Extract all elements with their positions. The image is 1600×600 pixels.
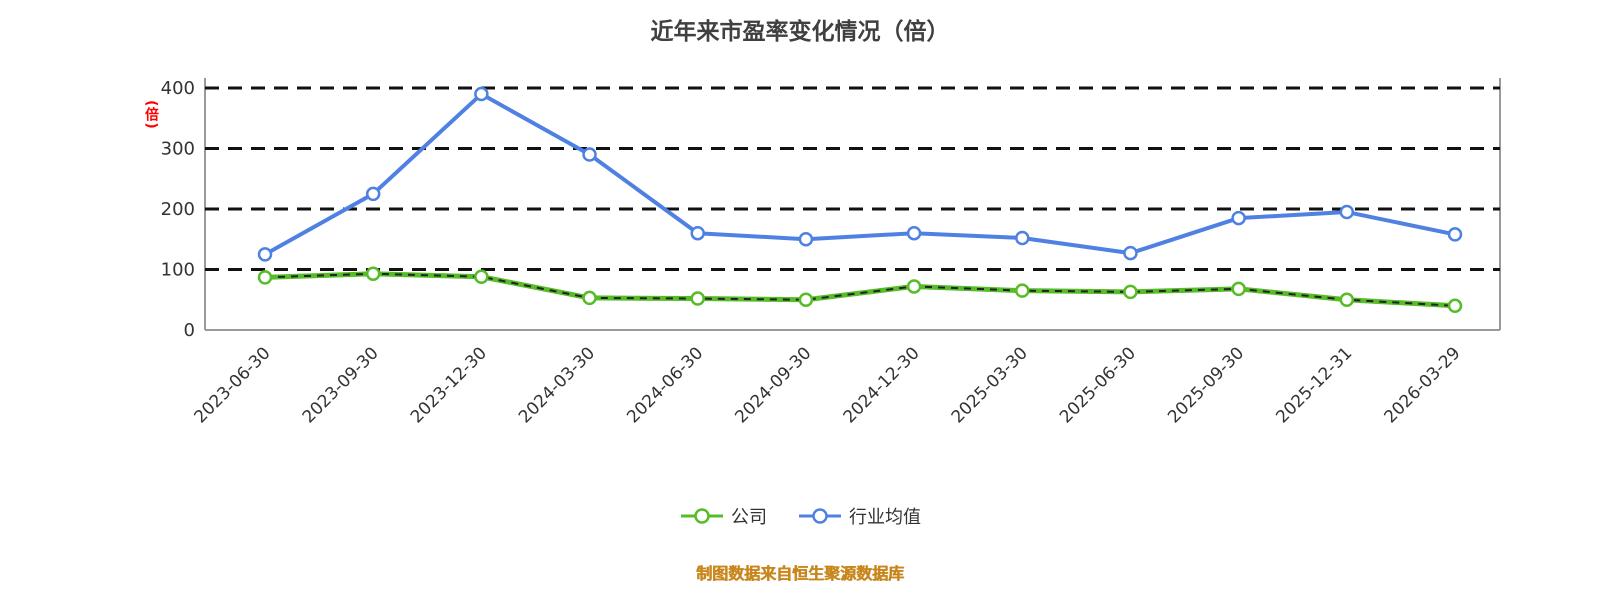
legend-marker-industry-icon xyxy=(799,508,841,524)
data-point-marker xyxy=(906,225,922,241)
legend-marker-company-icon xyxy=(681,508,723,524)
data-point-marker xyxy=(690,225,705,241)
data-point-marker xyxy=(690,291,705,306)
data-point-marker xyxy=(474,86,489,102)
series-line xyxy=(262,271,1458,309)
data-point-marker xyxy=(1231,281,1246,297)
data-point-marker xyxy=(1339,204,1355,220)
data-point-marker xyxy=(257,247,273,262)
data-point-marker xyxy=(582,147,597,162)
x-tick-label: 2025-09-30 xyxy=(1164,343,1248,427)
data-point-marker xyxy=(1123,245,1138,261)
data-point-marker xyxy=(1447,298,1463,314)
series-industry xyxy=(257,86,1463,262)
x-tick-label: 2024-03-30 xyxy=(515,343,599,427)
data-point-marker xyxy=(1015,283,1030,298)
x-tick-labels: 2023-06-30 2023-09-30 2023-12-30 2024-03-30… xyxy=(191,343,1465,427)
data-point-marker xyxy=(798,232,814,247)
y-tick-label: 0 xyxy=(184,320,195,341)
x-tick-label: 2024-09-30 xyxy=(731,343,815,427)
chart-title: 近年来市盈率变化情况（倍） xyxy=(650,19,950,45)
y-axis-label: (倍) xyxy=(143,100,159,130)
data-point-marker xyxy=(1447,227,1463,242)
data-point-marker xyxy=(582,290,597,306)
x-tick-label: 2023-12-30 xyxy=(407,343,491,427)
data-point-marker xyxy=(798,292,814,307)
series-line xyxy=(263,92,1457,257)
data-point-marker xyxy=(1231,210,1246,226)
data-point-marker xyxy=(1015,230,1030,246)
legend: 公司 行业均值 xyxy=(0,503,1600,529)
legend-item-industry[interactable]: 行业均值 xyxy=(797,503,921,529)
legend-label-company: 公司 xyxy=(731,507,767,528)
data-point-marker xyxy=(365,266,381,281)
x-tick-label: 2023-09-30 xyxy=(299,343,383,427)
x-tick-label: 2025-06-30 xyxy=(1056,343,1140,427)
x-tick-label: 2024-06-30 xyxy=(623,343,707,427)
series-dash-overlay xyxy=(264,272,1456,307)
x-tick-label: 2025-03-30 xyxy=(948,343,1032,427)
x-tick-label: 2024-12-30 xyxy=(840,343,924,427)
gridlines xyxy=(205,86,1500,271)
x-tick-label: 2026-03-29 xyxy=(1381,343,1465,427)
data-point-marker xyxy=(1339,292,1355,307)
y-tick-label: 100 xyxy=(161,260,195,281)
data-source-caption: 制图数据来自恒生聚源数据库 xyxy=(695,564,904,583)
y-tick-label: 400 xyxy=(161,78,195,99)
x-tick-label: 2023-06-30 xyxy=(191,343,275,427)
y-tick-labels: 0 100 200 300 400 xyxy=(161,78,195,341)
data-point-marker xyxy=(474,269,489,285)
y-tick-label: 200 xyxy=(161,199,195,220)
data-point-marker xyxy=(257,270,273,285)
series-company xyxy=(257,266,1463,314)
legend-label-industry: 行业均值 xyxy=(849,507,921,528)
line-chart-canvas: 0 100 200 300 400 2023-06-30 2023-09-30 2023-12… xyxy=(161,78,1501,427)
legend-item-company[interactable]: 公司 xyxy=(679,503,767,529)
data-point-marker xyxy=(1123,284,1138,300)
data-point-marker xyxy=(365,186,381,202)
data-point-marker xyxy=(906,279,922,294)
x-tick-label: 2025-12-31 xyxy=(1272,343,1356,427)
axis-frame xyxy=(204,78,1501,331)
y-tick-label: 300 xyxy=(161,139,195,160)
